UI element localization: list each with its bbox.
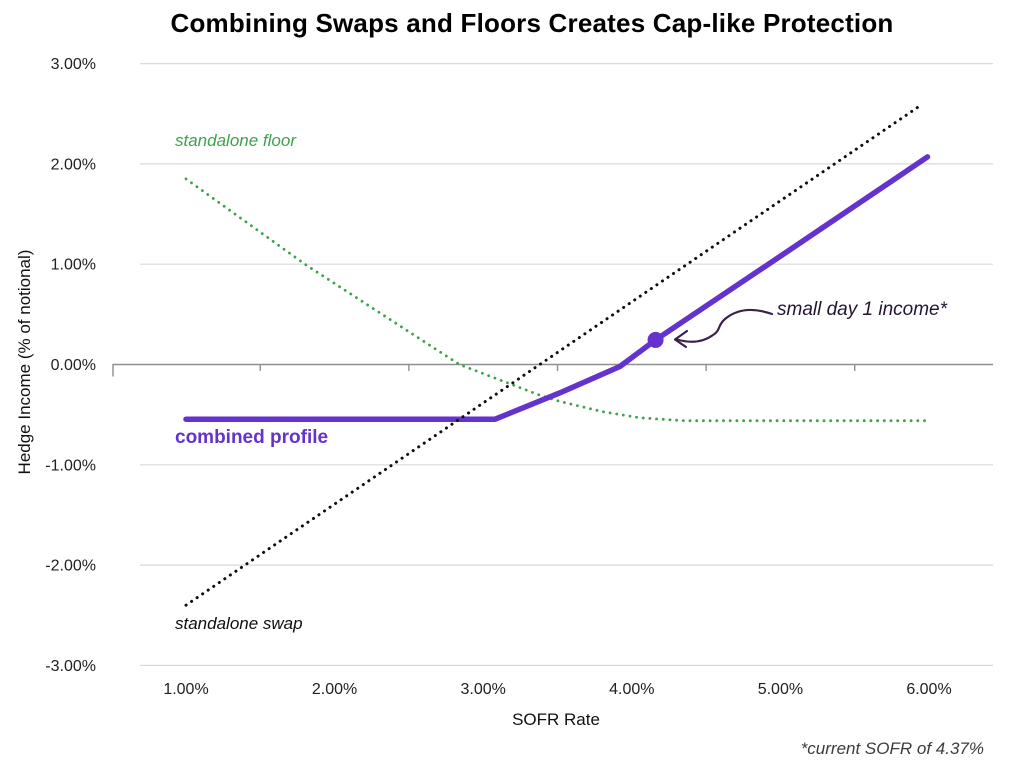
series-label-standalone-floor: standalone floor: [175, 131, 296, 150]
y-tick-label: -3.00%: [45, 658, 96, 675]
x-axis-title: SOFR Rate: [512, 710, 600, 729]
x-tick-label: 4.00%: [609, 681, 654, 698]
annotation-arrow: [673, 308, 774, 349]
y-tick-label: 2.00%: [51, 156, 96, 173]
x-tick-label: 3.00%: [461, 681, 506, 698]
series-label-combined-profile: combined profile: [175, 427, 329, 448]
x-tick-label: 6.00%: [906, 681, 951, 698]
x-tick-label: 5.00%: [758, 681, 803, 698]
current-sofr-marker-dot: [647, 331, 664, 348]
series-line-standalone-swap: [184, 103, 924, 607]
y-tick-label: -1.00%: [45, 457, 96, 474]
chart-title: Combining Swaps and Floors Creates Cap-l…: [170, 8, 894, 38]
y-tick-label: -2.00%: [45, 558, 96, 575]
annotation-small-day1-income: small day 1 income*: [777, 299, 948, 320]
series-line-combined-profile: [183, 154, 931, 422]
y-tick-label: 1.00%: [51, 257, 96, 274]
series-line-standalone-floor: [184, 177, 931, 423]
zero-axis-line: [112, 363, 993, 377]
annotation-arrowhead: [673, 329, 689, 349]
y-tick-label: 3.00%: [51, 56, 96, 73]
series-label-standalone-swap: standalone swap: [175, 614, 303, 633]
footnote-current-sofr: *current SOFR of 4.37%: [800, 739, 984, 758]
x-tick-label: 2.00%: [312, 681, 357, 698]
annotation-arrow-curve: [675, 308, 774, 343]
x-tick-label: 1.00%: [163, 681, 208, 698]
y-tick-label: 0.00%: [51, 357, 96, 374]
